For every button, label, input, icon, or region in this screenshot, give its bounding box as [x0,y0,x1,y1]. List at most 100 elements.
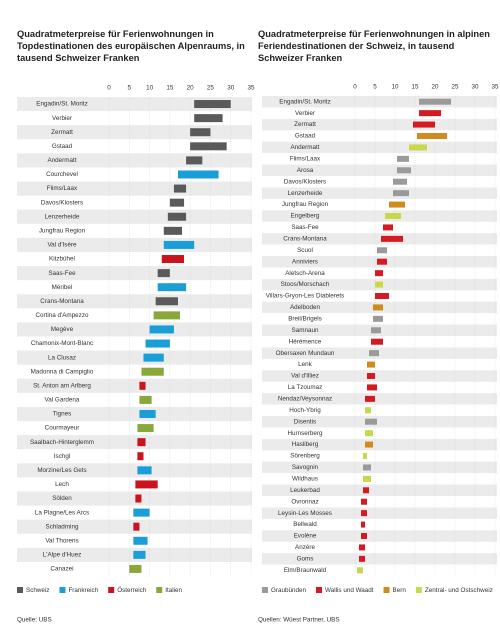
range-bar [133,522,140,531]
category-label: Jungfrau Region [282,201,329,208]
range-bar [139,381,146,390]
row-band [262,347,497,359]
range-bar [371,327,381,334]
legend-label: Schweiz [26,587,49,594]
category-label: Zermatt [294,121,316,128]
range-bar [190,128,211,137]
range-bar [357,567,363,574]
x-tick-label: 20 [187,85,195,92]
range-bar [361,533,367,539]
row-band [17,491,252,506]
category-label: Evolène [294,533,317,540]
category-label: Courmayeur [45,425,80,432]
category-label: Crans-Montana [283,236,327,243]
category-label: Hurnserberg [288,430,323,437]
chart-title: Quadratmeterpreise für Ferienwohnungen i… [258,29,490,63]
category-label: Chamonix-Mont-Blanc [31,340,93,347]
legend-label: Italien [165,587,182,594]
range-bar [137,466,152,475]
range-bar [367,361,375,368]
category-label: Jungfrau Region [39,228,86,235]
range-bar [359,544,365,551]
category-label: Andermatt [290,144,319,151]
row-band [17,378,252,393]
category-label: Méribel [52,284,73,291]
range-bar [133,536,148,545]
category-label: Zermatt [51,129,73,136]
range-bar [161,255,185,264]
x-tick-label: 10 [391,84,399,91]
row-band [262,484,497,496]
row-band [262,96,497,108]
category-label: Hérémence [289,338,322,345]
category-label: Disentis [294,418,316,425]
category-label: Savognin [292,464,319,471]
range-bar [190,142,227,151]
row-band [17,406,252,422]
range-bar [375,293,389,299]
row-band [262,393,497,405]
range-bar [363,464,371,471]
range-bar [381,235,403,242]
range-bar [377,258,387,265]
category-label: Wildhaus [292,476,318,483]
category-label: Goms [297,556,314,563]
source: Quelle: UBS [17,617,52,624]
x-tick-label: 0 [353,84,357,91]
row-band [262,141,497,154]
row-band [17,294,252,309]
range-bar [419,110,441,117]
category-label: Engadin/St. Moritz [279,98,330,105]
category-label: Saas-Fee [291,224,319,231]
category-label: Arosa [297,167,314,174]
range-bar [137,452,144,461]
range-bar [413,121,435,128]
row-band [262,164,497,176]
range-bar [377,247,387,254]
range-bar [133,508,150,517]
range-bar [157,269,170,278]
range-bar [363,487,369,494]
range-bar [389,201,405,208]
row-band [262,416,497,428]
category-label: St. Anton am Arlberg [33,382,91,389]
range-bar [365,441,373,448]
category-label: Sölden [52,495,72,502]
category-label: Saas-Fee [48,270,76,277]
category-label: Saalbach-Hinterglemm [30,439,94,446]
x-tick-label: 35 [491,84,499,91]
legend-label: Zentral- und Ostschweiz [425,587,493,594]
range-bar [135,494,142,503]
legend-label: Österreich [117,586,147,594]
range-bar [137,438,146,447]
row-band [262,461,497,474]
range-bar [393,178,407,185]
row-band [262,118,497,131]
category-label: Anniviers [292,258,318,265]
range-bar [359,555,365,562]
range-bar [141,367,164,376]
range-bar [363,475,371,482]
legend-label: Wallis und Waadt [325,587,374,594]
legend-swatch [17,587,23,593]
range-bar [137,424,154,433]
row-band [262,187,497,199]
range-bar [167,212,187,221]
legend-swatch [59,587,66,593]
row-band [262,370,497,382]
range-bar [371,338,383,345]
x-tick-label: 5 [373,84,377,91]
category-label: La Plagne/Les Arcs [35,509,89,516]
source: Quellen: Wüest Partner, UBS [258,617,340,624]
category-label: Gstaad [52,143,73,150]
category-label: Davos/Klosters [41,199,83,206]
range-bar [153,311,180,320]
range-bar [186,156,203,165]
category-label: Sörenberg [290,453,320,460]
legend-swatch [415,587,422,593]
category-label: Davos/Klosters [284,178,326,185]
category-label: Nendaz/Veysonnaz [278,396,332,403]
range-bar [373,315,383,322]
category-label: Kitzbühel [49,256,75,263]
